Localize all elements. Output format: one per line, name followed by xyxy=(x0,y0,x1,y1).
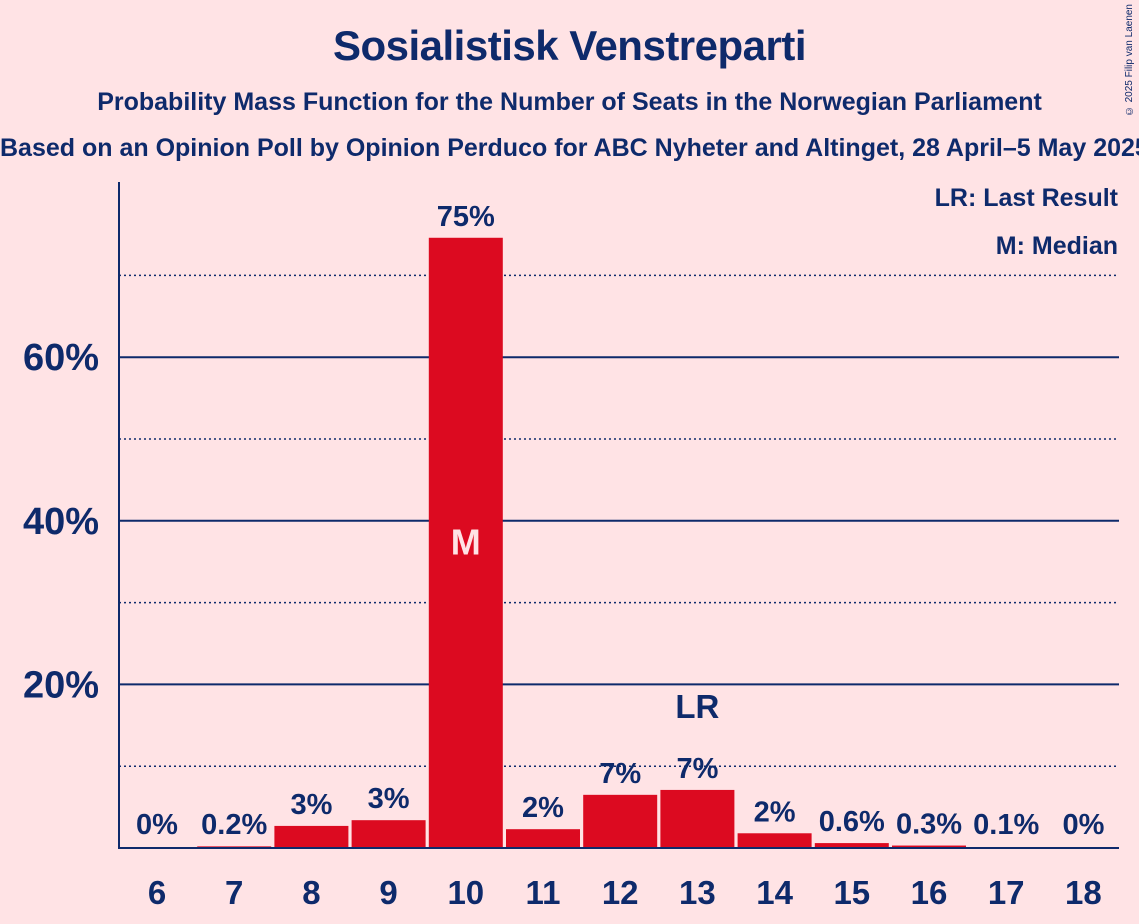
x-tick-label: 12 xyxy=(602,874,639,911)
data-label: 0.1% xyxy=(973,809,1039,841)
x-tick-label: 6 xyxy=(148,874,166,911)
x-tick-label: 11 xyxy=(526,874,561,911)
x-tick-label: 10 xyxy=(447,874,484,911)
bar xyxy=(506,829,580,848)
bar xyxy=(351,820,426,848)
bar xyxy=(737,833,812,848)
data-label: 0.3% xyxy=(896,809,962,841)
data-label: 3% xyxy=(368,783,410,815)
bar xyxy=(428,237,503,849)
bar xyxy=(274,825,349,848)
x-tick-label: 16 xyxy=(911,874,948,911)
y-tick-label: 20% xyxy=(23,664,99,706)
x-tick-label: 8 xyxy=(302,874,320,911)
data-label: 2% xyxy=(522,792,564,824)
data-label: 7% xyxy=(599,758,641,790)
x-tick-label: 18 xyxy=(1065,874,1102,911)
bar xyxy=(660,789,735,848)
data-label: 0% xyxy=(1062,809,1104,841)
x-tick-label: 9 xyxy=(379,874,397,911)
bar xyxy=(583,794,658,848)
data-label: 75% xyxy=(437,201,495,233)
data-label: 0.2% xyxy=(201,809,267,841)
chart-source: Based on an Opinion Poll by Opinion Perd… xyxy=(0,134,1139,162)
data-label: 2% xyxy=(754,796,796,828)
median-marker: M xyxy=(451,521,481,562)
data-label: 7% xyxy=(676,753,718,785)
last-result-marker: LR xyxy=(675,688,719,725)
chart-subtitle: Probability Mass Function for the Number… xyxy=(97,88,1042,116)
data-label: 0% xyxy=(136,809,178,841)
bar xyxy=(814,843,889,848)
data-label: 0.6% xyxy=(819,806,885,838)
bar xyxy=(892,845,966,848)
chart-title: Sosialistisk Venstreparti xyxy=(332,22,807,69)
y-tick-label: 60% xyxy=(23,337,99,379)
data-label: 3% xyxy=(290,789,332,821)
legend-median: M: Median xyxy=(995,232,1118,260)
y-tick-label: 40% xyxy=(23,501,99,543)
x-tick-label: 7 xyxy=(225,874,243,911)
x-tick-label: 15 xyxy=(833,874,870,911)
legend-last-result: LR: Last Result xyxy=(934,184,1118,212)
x-tick-label: 13 xyxy=(679,874,716,911)
x-tick-label: 14 xyxy=(756,874,793,911)
x-tick-label: 17 xyxy=(988,874,1025,911)
